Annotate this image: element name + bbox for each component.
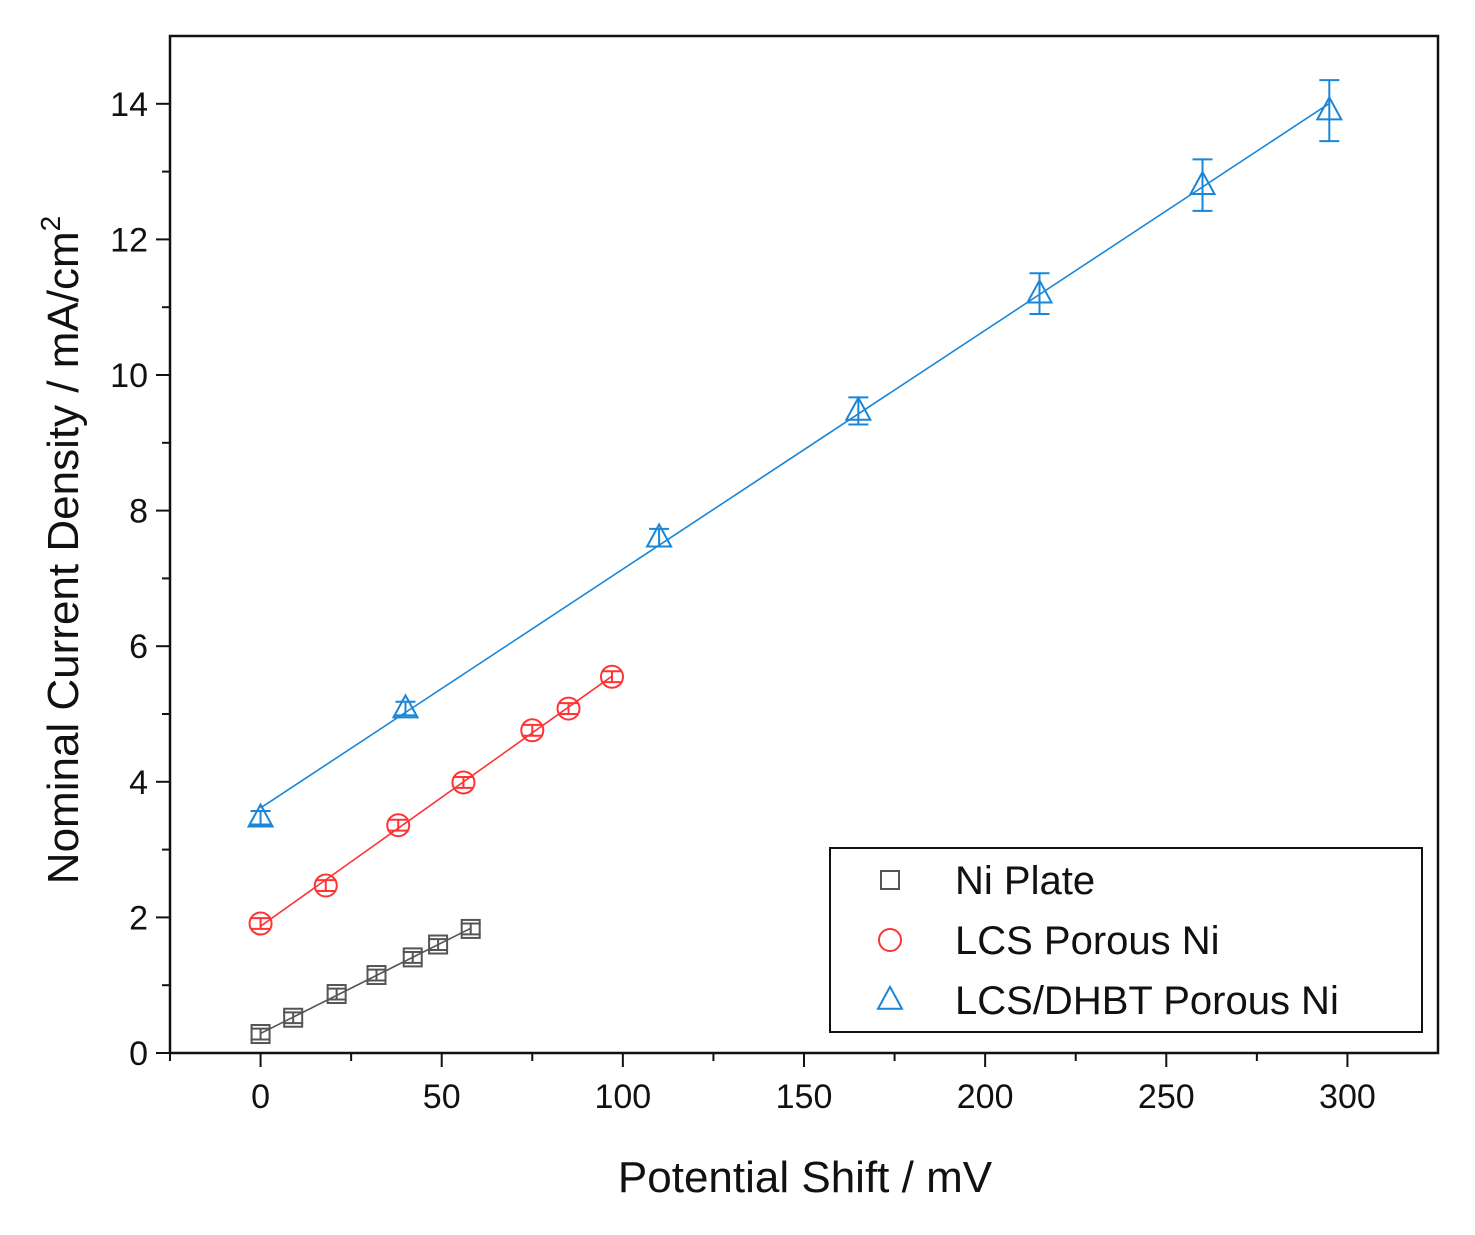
data-points	[246, 79, 1343, 1045]
data-point-lcs-porous-ni	[451, 770, 476, 795]
marker-circle	[556, 696, 581, 721]
data-point-lcs-porous-ni	[520, 718, 545, 743]
marker-triangle	[246, 802, 275, 828]
fit-line-lcs-porous-ni	[260, 675, 613, 927]
y-tick-label: 0	[129, 1035, 148, 1073]
y-tick-label: 10	[110, 357, 148, 395]
data-point-lcs-dhbt-porous-ni	[844, 395, 873, 426]
marker-circle	[599, 664, 624, 689]
legend-marker-square	[880, 870, 900, 890]
x-tick-label: 250	[1138, 1078, 1195, 1116]
marker-triangle	[391, 693, 420, 719]
data-point-lcs-porous-ni	[248, 911, 273, 936]
data-point-ni-plate	[402, 947, 423, 968]
data-point-lcs-dhbt-porous-ni	[246, 802, 275, 828]
data-point-ni-plate	[250, 1024, 271, 1045]
marker-square	[283, 1007, 304, 1028]
marker-circle	[386, 813, 411, 838]
legend-item: LCS Porous Ni	[878, 919, 1220, 963]
marker-circle	[520, 718, 545, 743]
data-point-lcs-porous-ni	[599, 664, 624, 689]
y-tick-label: 8	[129, 493, 148, 531]
marker-triangle	[1025, 278, 1054, 304]
axis-ticks: 0 50 100 150 200 250 300 0 2 4 6 8 10 12 14	[110, 86, 1376, 1116]
marker-square	[428, 934, 449, 955]
fit-line-lcs-dhbt-porous-ni	[260, 102, 1330, 809]
data-point-lcs-dhbt-porous-ni	[1188, 158, 1217, 212]
data-point-ni-plate	[428, 934, 449, 955]
legend-item: LCS/DHBT Porous Ni	[876, 979, 1339, 1023]
y-tick-label: 6	[129, 628, 148, 666]
marker-circle	[248, 911, 273, 936]
legend-item: Ni Plate	[880, 859, 1095, 903]
x-tick-label: 150	[776, 1078, 833, 1116]
marker-circle	[451, 770, 476, 795]
legend-label: LCS Porous Ni	[955, 919, 1220, 963]
marker-triangle	[645, 522, 673, 548]
marker-triangle	[1315, 95, 1343, 121]
legend-label: Ni Plate	[955, 859, 1095, 903]
marker-square	[250, 1024, 271, 1045]
marker-square	[460, 918, 481, 939]
y-tick-label: 12	[110, 221, 148, 259]
y-axis-label: Nominal Current Density / mA/cm2	[35, 216, 88, 884]
data-point-lcs-dhbt-porous-ni	[1025, 272, 1054, 315]
data-point-lcs-dhbt-porous-ni	[391, 693, 420, 719]
marker-square	[402, 947, 423, 968]
legend: Ni Plate LCS Porous Ni LCS/DHBT Porous Ni	[829, 847, 1423, 1033]
x-tick-label: 100	[594, 1078, 651, 1116]
y-tick-label: 4	[129, 764, 148, 802]
x-axis-label: Potential Shift / mV	[618, 1153, 993, 1202]
marker-triangle	[1188, 169, 1217, 195]
marker-circle	[313, 873, 338, 898]
data-point-lcs-porous-ni	[556, 696, 581, 721]
fit-line-ni-plate	[260, 927, 472, 1035]
y-axis-label-text: Nominal Current Density / mA/cm	[39, 231, 88, 884]
x-tick-label: 0	[251, 1078, 270, 1116]
marker-triangle	[844, 395, 873, 421]
fit-lines	[260, 102, 1330, 1035]
data-point-ni-plate	[283, 1007, 304, 1028]
legend-marker-triangle	[876, 984, 904, 1010]
data-point-ni-plate	[366, 965, 387, 986]
x-tick-label: 300	[1319, 1078, 1376, 1116]
data-point-ni-plate	[460, 918, 481, 939]
legend-label: LCS/DHBT Porous Ni	[955, 979, 1339, 1023]
marker-square	[326, 984, 347, 1005]
data-point-lcs-porous-ni	[386, 813, 411, 838]
data-point-lcs-dhbt-porous-ni	[645, 522, 673, 548]
marker-square	[366, 965, 387, 986]
y-tick-label: 14	[110, 86, 148, 124]
legend-box	[829, 847, 1423, 1033]
y-axis-label-superscript: 2	[35, 216, 66, 232]
legend-marker-circle	[878, 928, 902, 952]
x-tick-label: 200	[957, 1078, 1014, 1116]
data-point-lcs-porous-ni	[313, 873, 338, 898]
data-point-ni-plate	[326, 984, 347, 1005]
y-tick-label: 2	[129, 899, 148, 937]
x-tick-label: 50	[423, 1078, 461, 1116]
data-point-lcs-dhbt-porous-ni	[1315, 79, 1343, 143]
